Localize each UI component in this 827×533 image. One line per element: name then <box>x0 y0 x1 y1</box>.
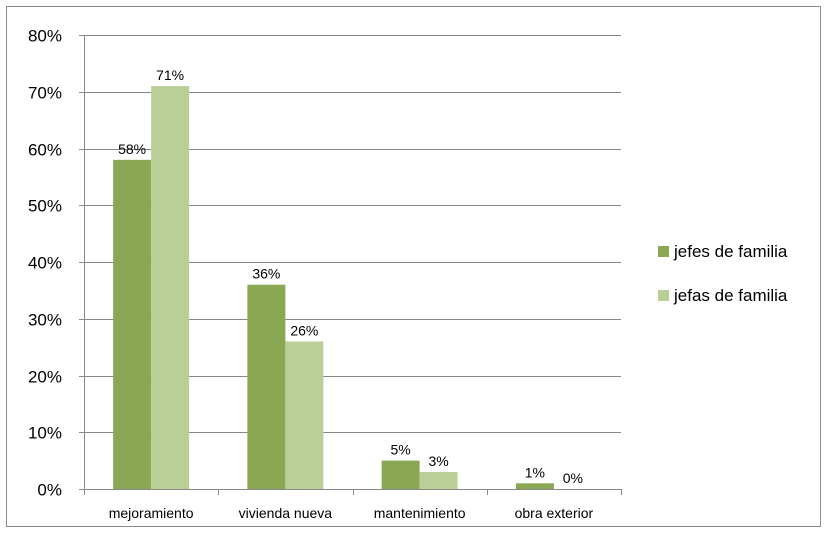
bar <box>515 483 554 489</box>
bar <box>113 159 152 489</box>
legend-swatch <box>658 290 669 301</box>
y-tick-label: 50% <box>28 197 62 216</box>
legend-swatch <box>658 246 669 257</box>
data-label: 26% <box>290 322 318 338</box>
tick-labels: 0% 10% 20% 30% 40% 50% 60% 70% 80% <box>28 27 62 500</box>
category-labels: mejoramiento vivienda nueva mantenimiento o… <box>109 505 594 521</box>
bar <box>419 471 458 489</box>
axes <box>79 35 622 495</box>
bars <box>113 86 554 489</box>
x-category-label: obra exterior <box>515 505 594 521</box>
data-label: 3% <box>429 453 449 469</box>
data-label: 71% <box>156 67 184 83</box>
legend-label: jefes de familia <box>673 242 788 261</box>
x-category-label: mejoramiento <box>109 505 194 521</box>
y-tick-label: 20% <box>28 368 62 387</box>
data-label: 58% <box>118 141 146 157</box>
bar <box>247 284 286 489</box>
y-tick-label: 10% <box>28 424 62 443</box>
data-label: 5% <box>391 442 411 458</box>
y-tick-label: 40% <box>28 254 62 273</box>
y-tick-label: 0% <box>37 481 62 500</box>
bar <box>381 460 420 489</box>
x-category-label: vivienda nueva <box>239 505 333 521</box>
data-label: 0% <box>563 470 583 486</box>
x-category-label: mantenimiento <box>374 505 466 521</box>
legend: jefes de familia jefas de familia <box>658 242 788 305</box>
bar <box>151 86 190 489</box>
y-tick-label: 80% <box>28 27 62 46</box>
y-tick-label: 30% <box>28 311 62 330</box>
data-labels: 58% 71% 36% 26% 5% 3% 1% 0% <box>118 67 583 486</box>
data-label: 36% <box>252 266 280 282</box>
legend-label: jefas de familia <box>673 286 788 305</box>
y-tick-label: 70% <box>28 84 62 103</box>
bar <box>285 341 324 489</box>
data-label: 1% <box>525 464 545 480</box>
y-tick-label: 60% <box>28 141 62 160</box>
